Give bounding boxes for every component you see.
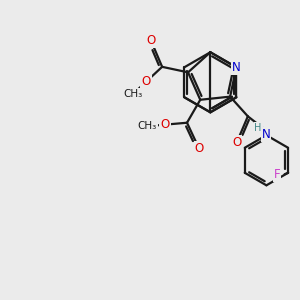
- Text: O: O: [141, 75, 151, 88]
- Text: CH₃: CH₃: [138, 121, 157, 131]
- Text: F: F: [274, 168, 280, 181]
- Text: O: O: [232, 136, 241, 149]
- Text: CH₃: CH₃: [123, 89, 143, 99]
- Text: O: O: [146, 34, 156, 47]
- Text: H: H: [254, 123, 262, 133]
- Text: N: N: [262, 128, 270, 141]
- Text: O: O: [160, 118, 169, 131]
- Text: N: N: [232, 61, 241, 74]
- Text: O: O: [194, 142, 204, 155]
